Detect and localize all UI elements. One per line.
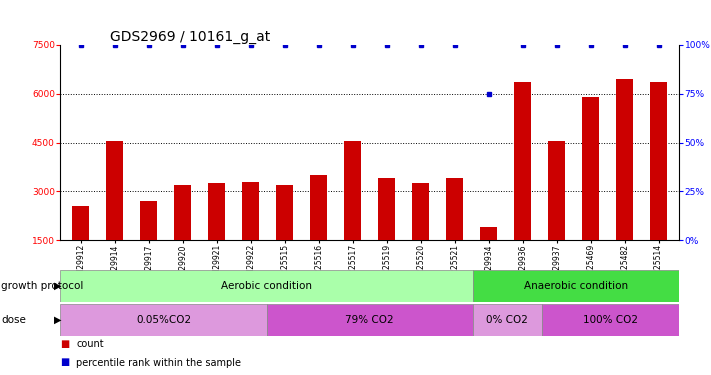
Text: 79% CO2: 79% CO2 [346, 315, 394, 325]
Bar [60, 304, 267, 336]
Text: GDS2969 / 10161_g_at: GDS2969 / 10161_g_at [110, 30, 270, 44]
Bar [473, 304, 542, 336]
Text: ▶: ▶ [54, 315, 62, 325]
Bar [310, 175, 327, 240]
Bar [582, 97, 599, 240]
Bar [140, 201, 157, 240]
Text: dose: dose [1, 315, 26, 325]
Bar [548, 141, 565, 240]
Bar [473, 270, 679, 302]
Bar [242, 182, 260, 240]
Bar [107, 141, 123, 240]
Text: Aerobic condition: Aerobic condition [221, 281, 312, 291]
Bar [277, 185, 293, 240]
Text: ■: ■ [60, 339, 70, 349]
Bar [174, 185, 191, 240]
Text: 0% CO2: 0% CO2 [486, 315, 528, 325]
Bar [208, 183, 225, 240]
Bar [650, 82, 667, 240]
Bar [616, 79, 633, 240]
Bar [514, 82, 531, 240]
Bar [447, 178, 463, 240]
Text: growth protocol: growth protocol [1, 281, 84, 291]
Bar [267, 304, 473, 336]
Bar [480, 227, 497, 240]
Bar [542, 304, 679, 336]
Text: 0.05%CO2: 0.05%CO2 [136, 315, 191, 325]
Bar [73, 206, 90, 240]
Text: ■: ■ [60, 357, 70, 368]
Text: 100% CO2: 100% CO2 [583, 315, 638, 325]
Text: percentile rank within the sample: percentile rank within the sample [76, 357, 241, 368]
Bar [344, 141, 361, 240]
Text: count: count [76, 339, 104, 349]
Bar [378, 178, 395, 240]
Text: Anaerobic condition: Anaerobic condition [524, 281, 628, 291]
Text: ▶: ▶ [54, 281, 62, 291]
Bar [412, 183, 429, 240]
Bar [60, 270, 473, 302]
